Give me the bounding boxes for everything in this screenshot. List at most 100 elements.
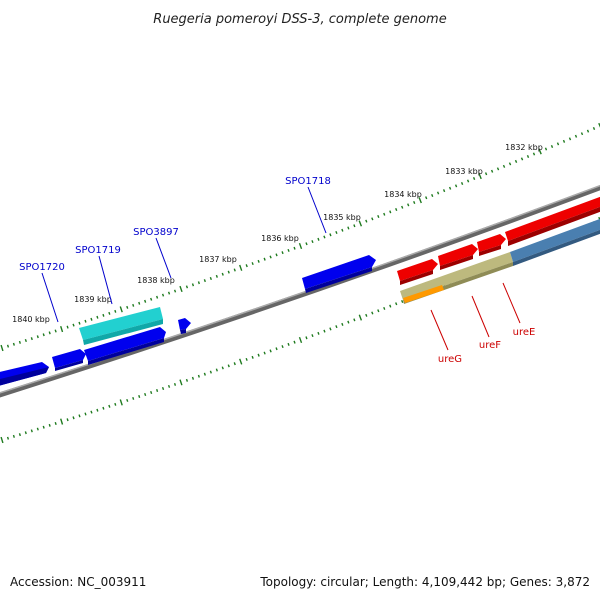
ruler-minor-tick [48,423,51,427]
ruler-minor-tick [257,259,260,263]
ruler-minor-tick [389,210,392,214]
gene-ureC-b[interactable] [477,234,506,252]
ruler-minor-tick [173,382,177,386]
ruler-minor-tick [496,167,500,171]
ruler-minor-tick [269,349,272,353]
ruler-minor-tick [185,285,189,289]
gene-label-ureF[interactable]: ureF [479,340,501,351]
ruler-minor-tick [353,318,356,322]
ruler-minor-tick [167,291,171,295]
ruler-minor-tick [556,142,560,146]
ruler-minor-tick [24,338,27,343]
ruler-minor-tick [102,406,105,410]
ruler-minor-tick [203,372,206,376]
gene-label-SPO1718[interactable]: SPO1718 [285,176,331,187]
gene-SPO1720[interactable] [52,349,86,368]
ruler-minor-tick [413,201,416,205]
ruler-minor-tick [227,270,230,274]
ruler-minor-tick [42,425,45,429]
ruler-minor-tick [144,299,147,303]
ruler-minor-tick [502,164,506,168]
ruler-minor-tick [36,335,39,339]
gene-shadow [508,206,600,246]
ruler-minor-tick [66,325,69,329]
ruler-minor-tick [6,436,10,440]
ruler-minor-tick [161,293,165,297]
ruler-minor-tick [562,139,566,143]
gene-label-SPO3897[interactable]: SPO3897 [133,227,179,238]
ruler-minor-tick [126,305,129,309]
ruler-minor-tick [275,347,278,351]
ruler-minor-tick [209,276,212,281]
ruler-major-tick [598,122,600,128]
ruler-minor-tick [436,191,440,195]
ruler-minor-tick [508,162,512,166]
ruler-minor-tick [407,203,410,207]
ruler-minor-tick [263,257,266,261]
ruler-minor-tick [30,429,33,433]
ruler-minor-tick [335,231,338,235]
gene-ureA[interactable] [505,195,600,241]
tick-label-1839: 1839 kbp [74,295,112,304]
ruler-minor-tick [544,147,548,151]
ruler-minor-tick [317,237,320,241]
ruler-minor-tick [305,242,308,246]
ruler-minor-tick [144,392,147,397]
ruler-major-tick [418,197,422,204]
ruler-minor-tick [526,154,530,158]
tick-label-1838: 1838 kbp [137,276,175,285]
genome-backbone-highlight [0,184,600,394]
ruler-minor-tick [401,205,404,209]
gene-ureC-a[interactable] [438,244,478,266]
ruler-minor-tick [233,362,236,366]
ruler-minor-tick [54,329,57,333]
gene-SPO1718b[interactable] [84,327,166,361]
ruler-major-tick [538,148,542,155]
reverse-genes [400,217,600,304]
ruler-minor-tick [84,319,87,323]
gene-ureG-bar[interactable] [403,285,444,303]
ruler-minor-tick [281,251,284,255]
ruler-minor-tick [460,181,464,185]
ruler-minor-tick [275,253,278,257]
ruler-minor-tick [18,433,21,437]
gene-shadow [513,229,600,266]
ruler-minor-tick [484,172,488,176]
gene-label-SPO1719[interactable]: SPO1719 [75,245,121,256]
ruler-major-tick [298,336,303,344]
ruler-major-tick [598,216,600,222]
gene-label-ureE[interactable]: ureE [513,327,536,338]
gene-SPO1718[interactable] [302,255,376,289]
ruler-minor-tick [18,340,21,344]
ruler-minor-tick [150,390,153,395]
ruler-minor-tick [287,342,290,346]
ruler-minor-tick [108,311,111,315]
gene-label-ureG[interactable]: ureG [438,354,462,365]
ruler-minor-tick [72,416,75,420]
gene-label-SPO1720[interactable]: SPO1720 [19,262,65,273]
ruler-minor-tick [221,366,224,370]
gene-shadow [400,270,433,285]
ruler-minor-tick [454,184,458,188]
gene-ureE-bar[interactable] [510,217,600,262]
ruler-minor-tick [269,255,272,259]
gene-ureF-bar[interactable] [400,252,513,300]
ruler-minor-tick [383,212,386,216]
gene-SPO3897[interactable] [178,318,191,330]
ruler-minor-tick [395,302,398,306]
ruler-minor-tick [191,376,195,380]
ruler-minor-tick [221,272,224,276]
ruler-minor-tick [6,344,10,348]
ruler-minor-tick [78,414,81,418]
gene-SPO1719[interactable] [79,307,163,340]
gene-ureD[interactable] [397,259,438,281]
ruler-minor-tick [96,315,99,319]
tick-label-1836: 1836 kbp [261,234,299,243]
ruler-minor-tick [305,336,308,340]
ruler-minor-tick [586,129,590,133]
ruler-minor-tick [365,219,368,223]
ruler-minor-tick [365,313,368,317]
ruler-minor-tick [592,127,596,131]
